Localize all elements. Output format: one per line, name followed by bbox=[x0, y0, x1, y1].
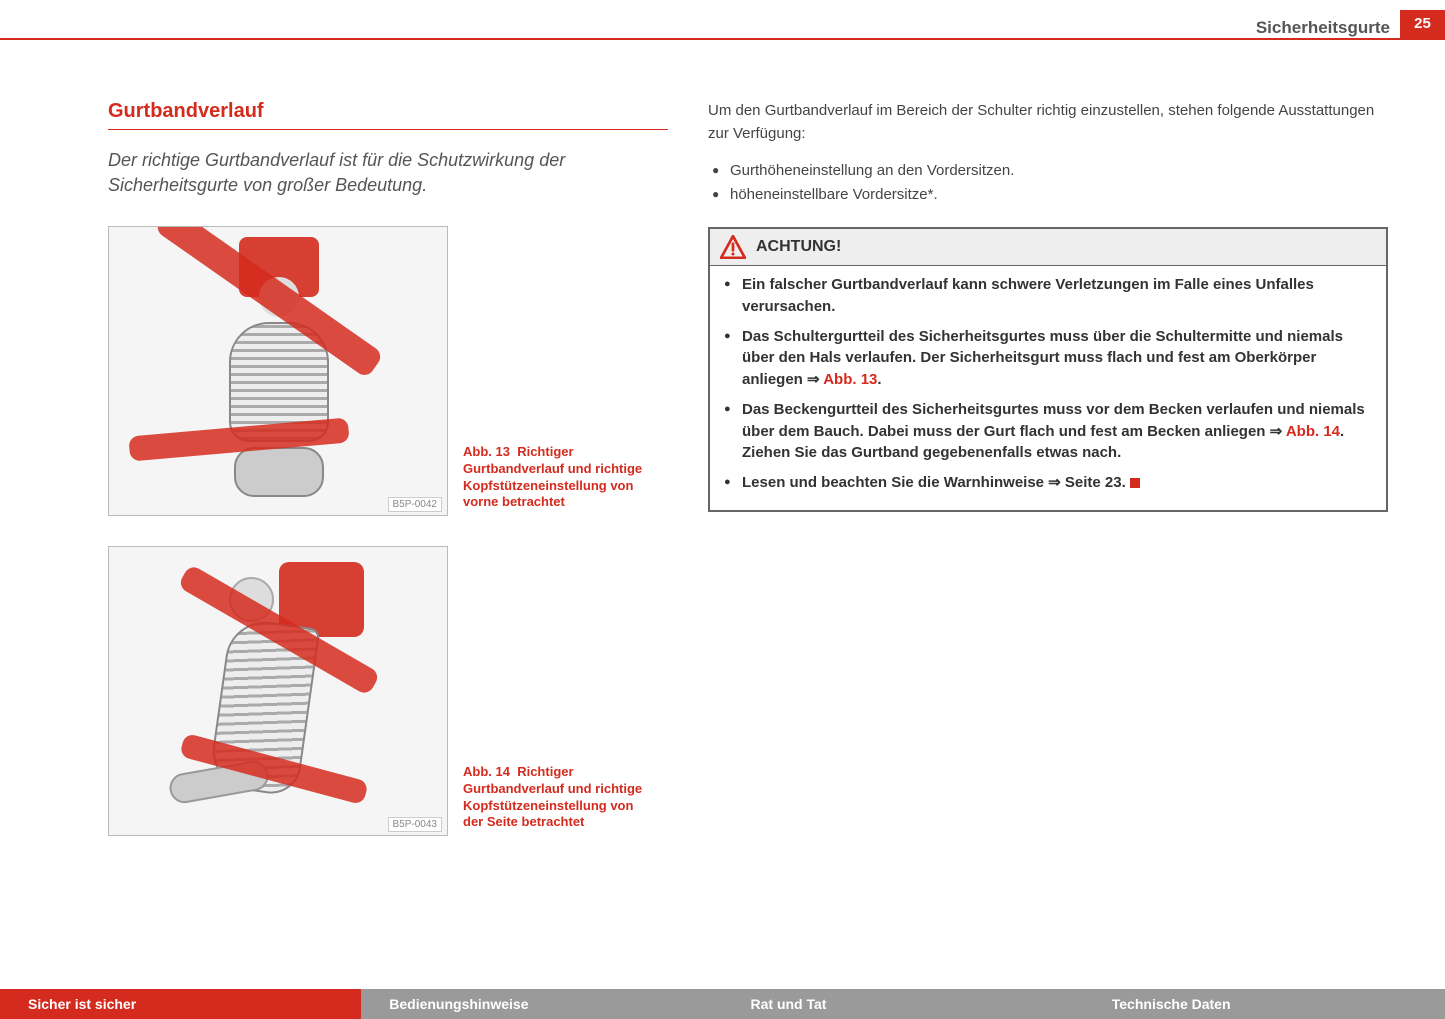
warning-item-post: . bbox=[877, 371, 881, 388]
tab-technische[interactable]: Technische Daten bbox=[1084, 989, 1445, 1019]
chapter-title: Sicherheitsgurte bbox=[1256, 18, 1390, 38]
feature-list: Gurthöheneinstellung an den Vordersitzen… bbox=[708, 159, 1388, 207]
abb-ref: Abb. 14 bbox=[1286, 423, 1340, 440]
warning-item: Das Schultergurtteil des Sicherheitsgurt… bbox=[722, 326, 1374, 391]
figure-14-caption: Abb. 14 Richtiger Gurtbandverlauf und ri… bbox=[463, 764, 653, 832]
title-underline bbox=[108, 129, 668, 130]
warning-item: Lesen und beachten Sie die Warnhinweise … bbox=[722, 472, 1374, 494]
list-item: Gurthöheneinstellung an den Vordersitzen… bbox=[708, 159, 1388, 183]
warning-triangle-icon bbox=[720, 235, 746, 259]
footer-tabs: Sicher ist sicher Bedienungshinweise Rat… bbox=[0, 989, 1445, 1019]
warning-body: Ein falscher Gurtbandverlauf kann schwer… bbox=[710, 266, 1386, 510]
page-header: Sicherheitsgurte 25 bbox=[0, 0, 1445, 48]
tab-sicher[interactable]: Sicher ist sicher bbox=[0, 989, 361, 1019]
header-divider bbox=[0, 38, 1445, 40]
warning-item-pre: Das Beckengurtteil des Sicherheitsgurtes… bbox=[742, 401, 1365, 440]
warning-item: Ein falscher Gurtbandverlauf kann schwer… bbox=[722, 274, 1374, 318]
section-intro: Der richtige Gurtbandverlauf ist für die… bbox=[108, 148, 668, 198]
list-item: höheneinstellbare Vordersitze*. bbox=[708, 183, 1388, 207]
warning-title: ACHTUNG! bbox=[756, 238, 841, 256]
figure-13-caption: Abb. 13 Richtiger Gurtbandverlauf und ri… bbox=[463, 444, 653, 512]
warning-header: ACHTUNG! bbox=[710, 229, 1386, 266]
warning-box: ACHTUNG! Ein falscher Gurtbandverlauf ka… bbox=[708, 227, 1388, 512]
left-column: Gurtbandverlauf Der richtige Gurtbandver… bbox=[108, 100, 668, 866]
figure-13-code: B5P-0042 bbox=[388, 497, 442, 512]
figure-14-code: B5P-0043 bbox=[388, 817, 442, 832]
figure-13-ref: Abb. 13 bbox=[463, 444, 510, 459]
pelvis-shape bbox=[234, 447, 324, 497]
figure-14: B5P-0043 Abb. 14 Richtiger Gurtbandverla… bbox=[108, 546, 668, 836]
end-marker-icon bbox=[1130, 478, 1140, 488]
right-column: Um den Gurtbandverlauf im Bereich der Sc… bbox=[708, 100, 1388, 866]
lead-paragraph: Um den Gurtbandverlauf im Bereich der Sc… bbox=[708, 100, 1388, 145]
tab-rat[interactable]: Rat und Tat bbox=[723, 989, 1084, 1019]
figure-13-image: B5P-0042 bbox=[108, 226, 448, 516]
content-area: Gurtbandverlauf Der richtige Gurtbandver… bbox=[108, 100, 1415, 866]
abb-ref: Abb. 13 bbox=[823, 371, 877, 388]
warning-item-text: Lesen und beachten Sie die Warnhinweise … bbox=[742, 474, 1126, 491]
figure-13: B5P-0042 Abb. 13 Richtiger Gurtbandverla… bbox=[108, 226, 668, 516]
page-number: 25 bbox=[1400, 10, 1445, 38]
tab-bedienung[interactable]: Bedienungshinweise bbox=[361, 989, 722, 1019]
warning-item: Das Beckengurtteil des Sicherheitsgurtes… bbox=[722, 399, 1374, 464]
figure-14-ref: Abb. 14 bbox=[463, 764, 510, 779]
section-title: Gurtbandverlauf bbox=[108, 100, 668, 123]
figure-14-image: B5P-0043 bbox=[108, 546, 448, 836]
